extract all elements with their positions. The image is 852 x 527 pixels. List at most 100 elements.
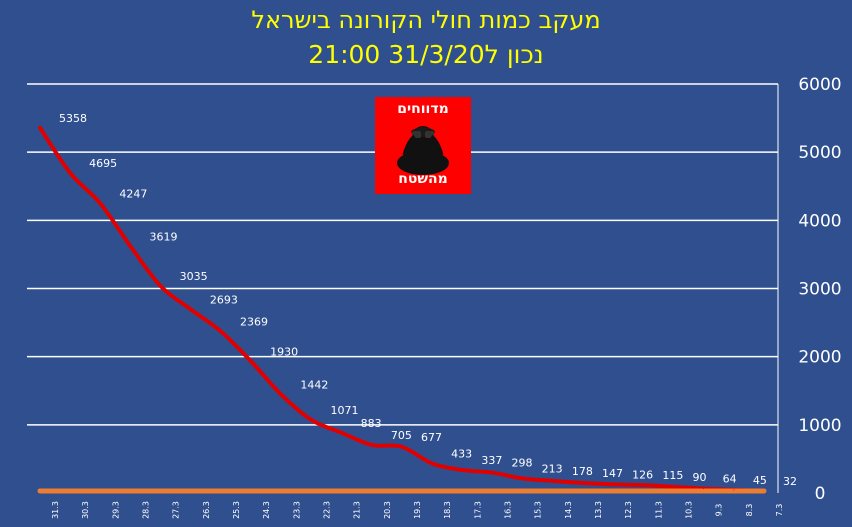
x-tick-label: 16.3 <box>504 501 513 519</box>
data-point <box>642 484 644 486</box>
x-tick-label: 19.3 <box>413 501 422 519</box>
data-point <box>39 490 41 492</box>
data-label: 64 <box>723 473 737 486</box>
data-point <box>461 469 463 471</box>
data-label: 4247 <box>119 187 147 200</box>
data-point <box>341 490 343 492</box>
data-point <box>612 483 614 485</box>
x-tick-label: 28.3 <box>142 501 151 519</box>
data-point <box>673 490 674 492</box>
x-tick-label: 12.3 <box>624 501 633 519</box>
data-point <box>461 490 463 492</box>
data-label: 147 <box>602 467 623 480</box>
data-label: 298 <box>512 457 533 470</box>
y-tick-label: 3000 <box>798 280 841 300</box>
data-point <box>401 446 403 448</box>
data-label: 3035 <box>180 270 208 283</box>
data-label: 5358 <box>59 112 87 125</box>
data-point <box>492 490 493 492</box>
data-point <box>431 490 433 492</box>
data-point <box>582 490 584 492</box>
data-point <box>69 490 71 492</box>
data-label: 126 <box>632 468 653 481</box>
x-tick-label: 24.3 <box>262 501 271 519</box>
data-point <box>642 490 644 492</box>
data-label: 1071 <box>331 404 359 417</box>
chart-title-line2: נכון ל31/3/20 21:00 <box>308 40 544 69</box>
data-label: 90 <box>693 471 707 484</box>
data-label: 4695 <box>89 157 117 170</box>
data-point <box>341 432 343 434</box>
data-label: 705 <box>391 429 412 442</box>
y-tick-label: 2000 <box>798 348 841 368</box>
x-tick-label: 25.3 <box>232 501 241 519</box>
y-tick-label: 5000 <box>798 143 841 163</box>
data-point <box>522 477 524 479</box>
data-label: 2369 <box>240 316 268 329</box>
data-point <box>492 472 493 474</box>
x-tick-label: 21.3 <box>353 501 362 519</box>
y-tick-label: 0 <box>815 484 826 504</box>
x-tick-label: 27.3 <box>172 501 181 519</box>
data-point <box>703 488 705 490</box>
data-point <box>130 245 131 247</box>
data-point <box>280 490 282 492</box>
data-point <box>733 489 735 491</box>
x-tick-label: 17.3 <box>473 501 482 519</box>
x-tick-label: 14.3 <box>564 501 573 519</box>
x-tick-label: 23.3 <box>292 501 301 519</box>
data-point <box>401 490 403 492</box>
data-point <box>371 444 373 446</box>
x-tick-label: 26.3 <box>202 501 211 519</box>
data-point <box>673 486 674 488</box>
x-tick-label: 29.3 <box>111 501 120 519</box>
logo-badge: מדווחים מהשטח <box>375 97 471 194</box>
data-point <box>190 490 192 492</box>
data-point <box>280 394 282 396</box>
data-point <box>703 490 705 492</box>
data-point <box>311 490 312 492</box>
data-label: 677 <box>421 431 442 444</box>
x-tick-label: 10.3 <box>685 501 694 519</box>
data-point <box>220 490 222 492</box>
data-point <box>733 490 735 492</box>
data-point <box>431 462 433 464</box>
data-label: 213 <box>542 462 563 475</box>
data-label: 883 <box>361 417 382 430</box>
data-label: 178 <box>572 465 593 478</box>
data-point <box>612 490 614 492</box>
y-tick-label: 6000 <box>798 75 841 95</box>
y-tick-label: 1000 <box>798 416 841 436</box>
data-point <box>39 127 41 129</box>
x-tick-label: 22.3 <box>323 501 332 519</box>
data-label: 1930 <box>270 345 298 358</box>
x-tick-label: 15.3 <box>534 501 543 519</box>
data-label: 2693 <box>210 293 238 306</box>
x-axis-ticks: 31.3 30.3 29.3 28.3 27.3 26.3 25.3 24.3 23.3 22.3… <box>51 501 784 519</box>
data-points <box>39 127 765 492</box>
x-tick-label: 20.3 <box>383 501 392 519</box>
data-label: 115 <box>662 469 683 482</box>
data-point <box>582 482 584 484</box>
x-tick-label: 13.3 <box>594 501 603 519</box>
logo-top-text: מדווחים <box>397 101 449 117</box>
x-tick-label: 8.3 <box>745 504 754 517</box>
y-tick-label: 4000 <box>798 211 841 231</box>
data-label: 45 <box>753 474 767 487</box>
x-tick-label: 18.3 <box>443 501 452 519</box>
data-label: 1442 <box>300 379 328 392</box>
data-point <box>763 490 765 492</box>
x-tick-label: 11.3 <box>654 501 663 519</box>
data-point <box>552 480 554 482</box>
data-point <box>69 172 71 174</box>
x-tick-label: 31.3 <box>51 501 60 519</box>
data-label: 3619 <box>150 230 178 243</box>
x-tick-label: 30.3 <box>81 501 90 519</box>
data-point <box>250 360 252 362</box>
chart-title-line1: מעקב כמות חולי הקורונה בישראל <box>251 6 601 34</box>
data-point <box>250 490 252 492</box>
x-tick-label: 9.3 <box>715 504 724 517</box>
binoculars-person-icon <box>397 126 449 175</box>
data-point <box>220 331 222 333</box>
